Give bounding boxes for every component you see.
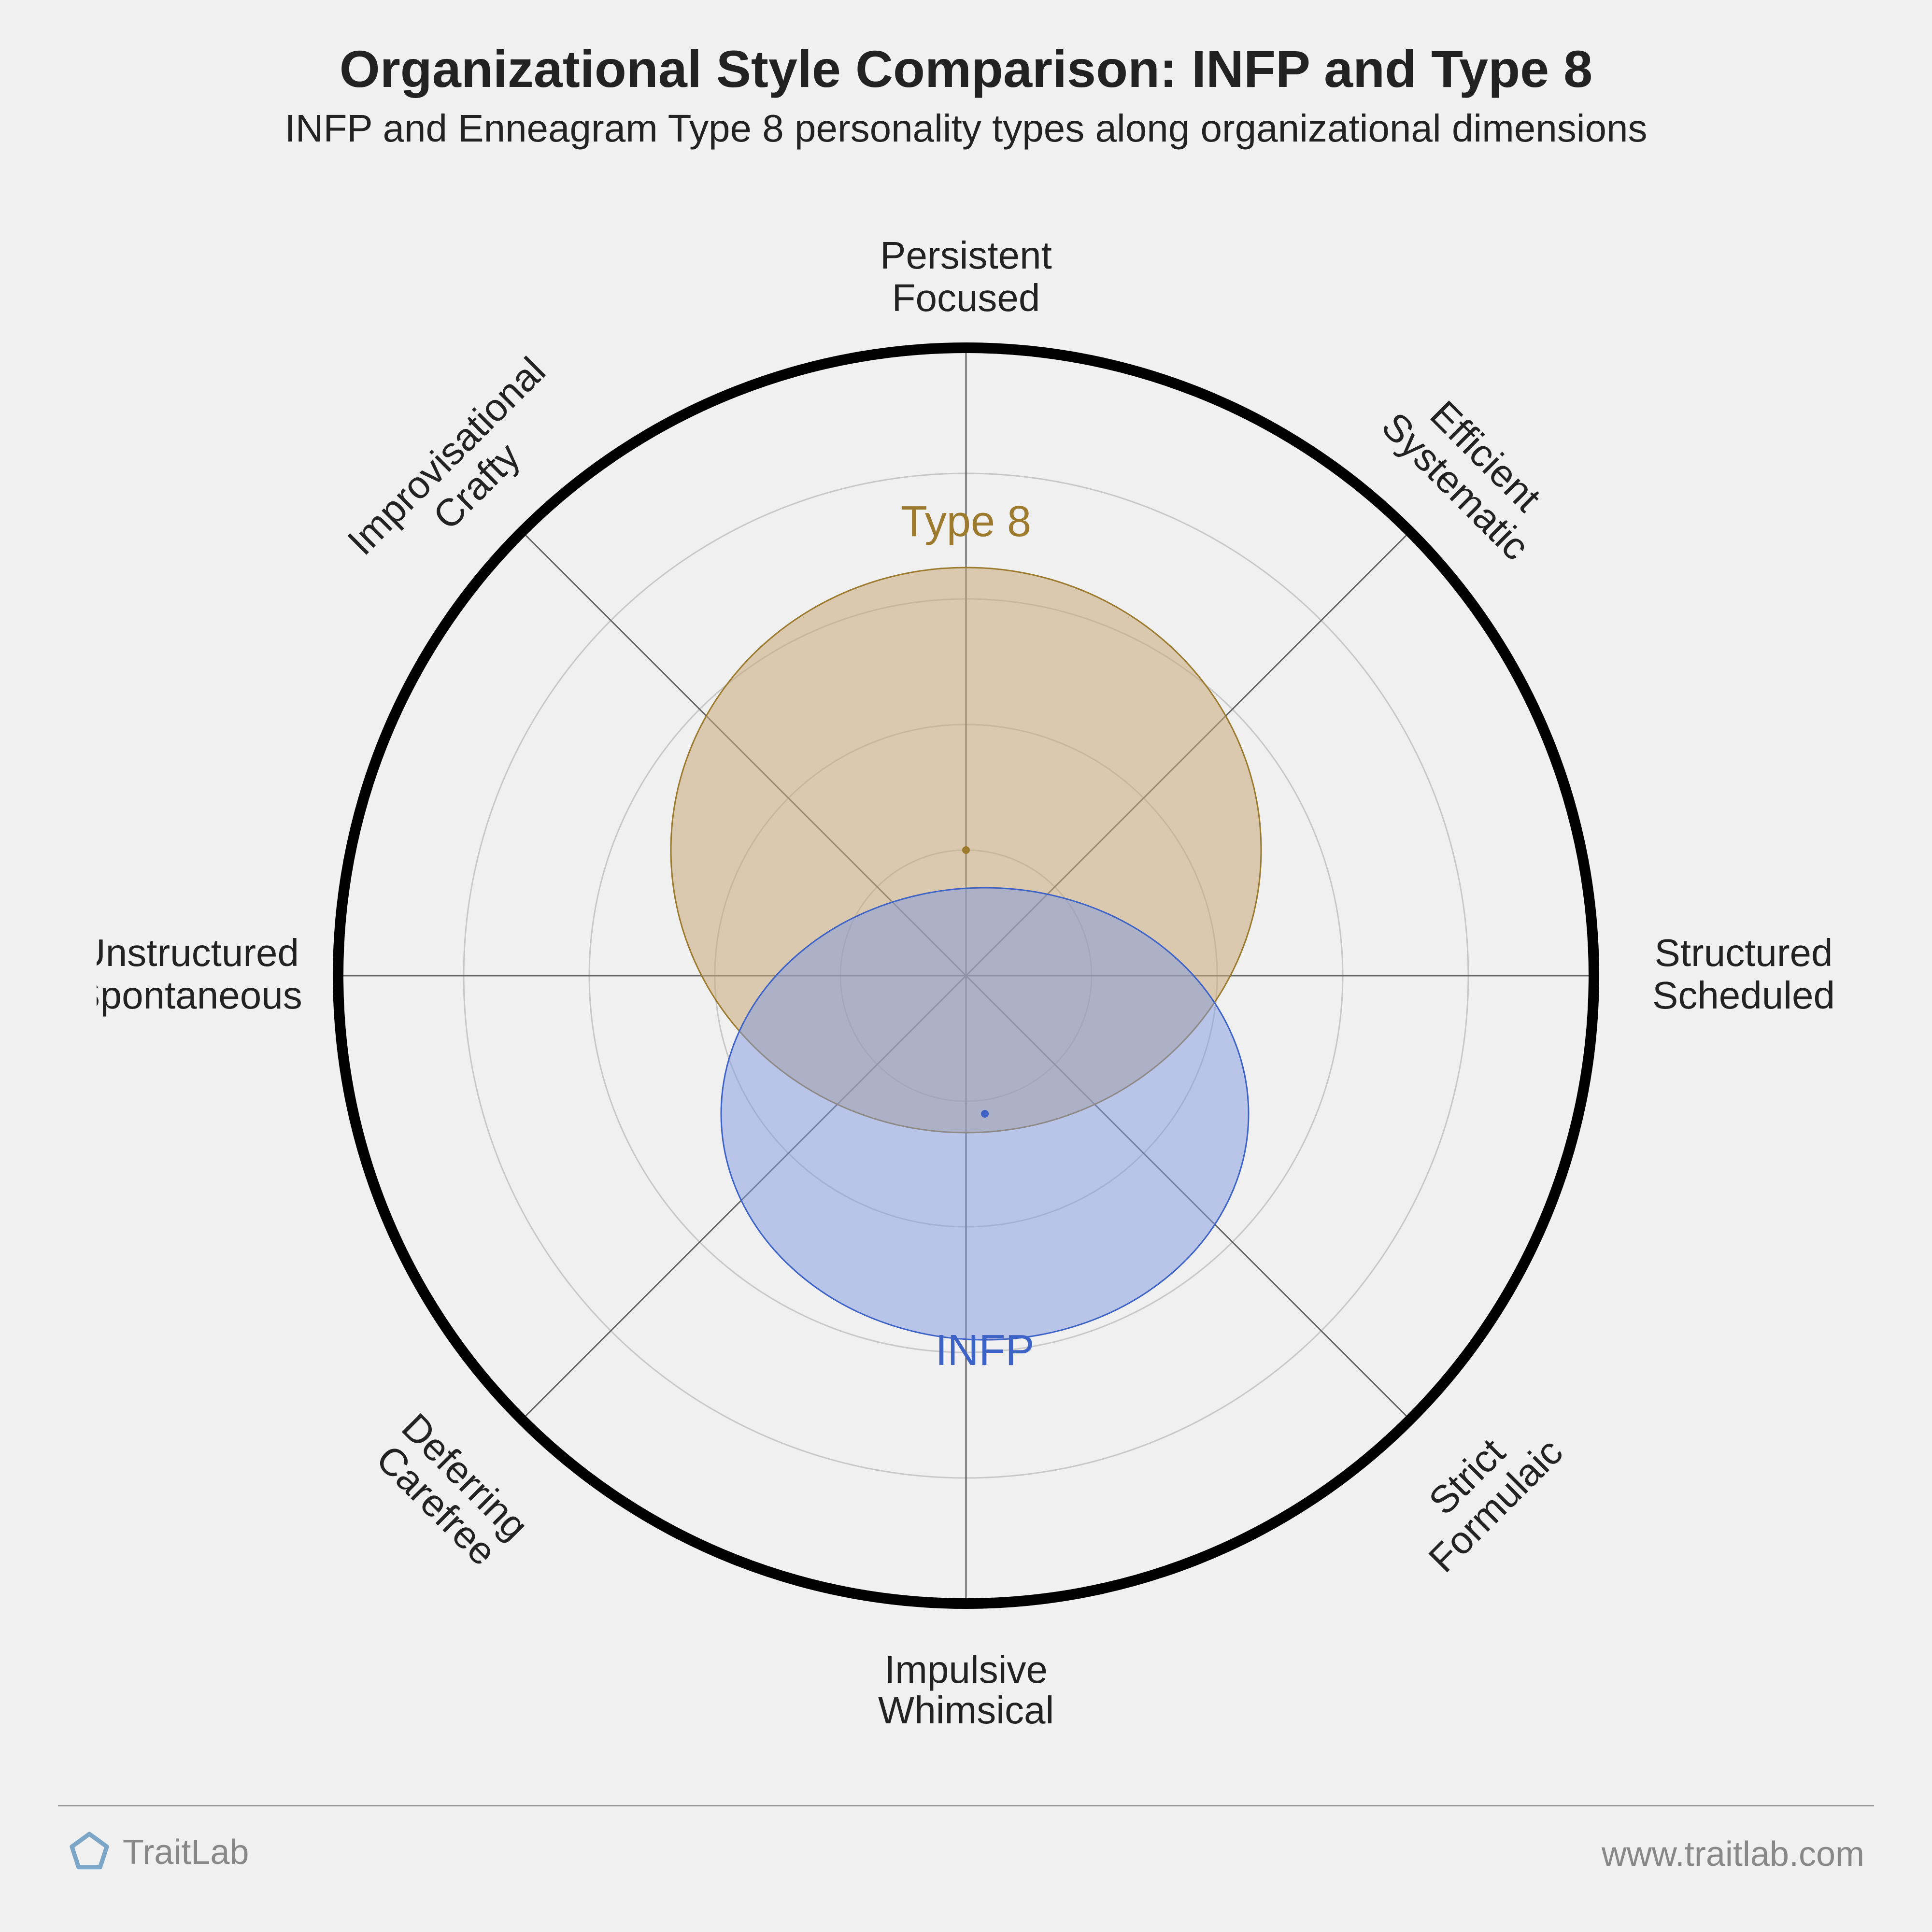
axis-label: Persistent [880, 234, 1052, 277]
series-center-dot [981, 1110, 989, 1118]
brand-url: www.traitlab.com [1602, 1834, 1864, 1874]
series-label-type-8: Type 8 [901, 497, 1031, 546]
axis-label: Scheduled [1652, 974, 1835, 1017]
axis-label: Unstructured [97, 931, 299, 974]
series-label-infp: INFP [935, 1326, 1034, 1375]
axis-label: Focused [892, 276, 1040, 319]
axis-label-group: StrictFormulaic [1392, 1401, 1571, 1580]
axis-label-group: PersistentFocused [880, 234, 1052, 319]
footer-divider [58, 1805, 1874, 1806]
chart-subtitle: INFP and Enneagram Type 8 personality ty… [0, 106, 1932, 151]
radar-chart: Type 8INFPPersistentFocusedEfficientSyst… [97, 184, 1835, 1729]
axis-label-group: ImpulsiveWhimsical [878, 1648, 1054, 1729]
axis-label: Structured [1654, 931, 1833, 974]
page: Organizational Style Comparison: INFP an… [0, 0, 1932, 1932]
axis-label: Impulsive [884, 1648, 1048, 1691]
axis-label-group: DeferringCarefree [365, 1405, 537, 1577]
axis-label-group: UnstructuredSpontaneous [97, 931, 302, 1017]
brand-block: TraitLab [68, 1831, 249, 1874]
series-center-dot [962, 846, 970, 854]
traitlab-logo-icon [68, 1831, 111, 1874]
brand-name: TraitLab [123, 1833, 249, 1872]
chart-title: Organizational Style Comparison: INFP an… [0, 39, 1932, 99]
axis-label-group: StructuredScheduled [1652, 931, 1835, 1017]
axis-label: Spontaneous [97, 974, 302, 1017]
axis-label: Whimsical [878, 1689, 1054, 1729]
